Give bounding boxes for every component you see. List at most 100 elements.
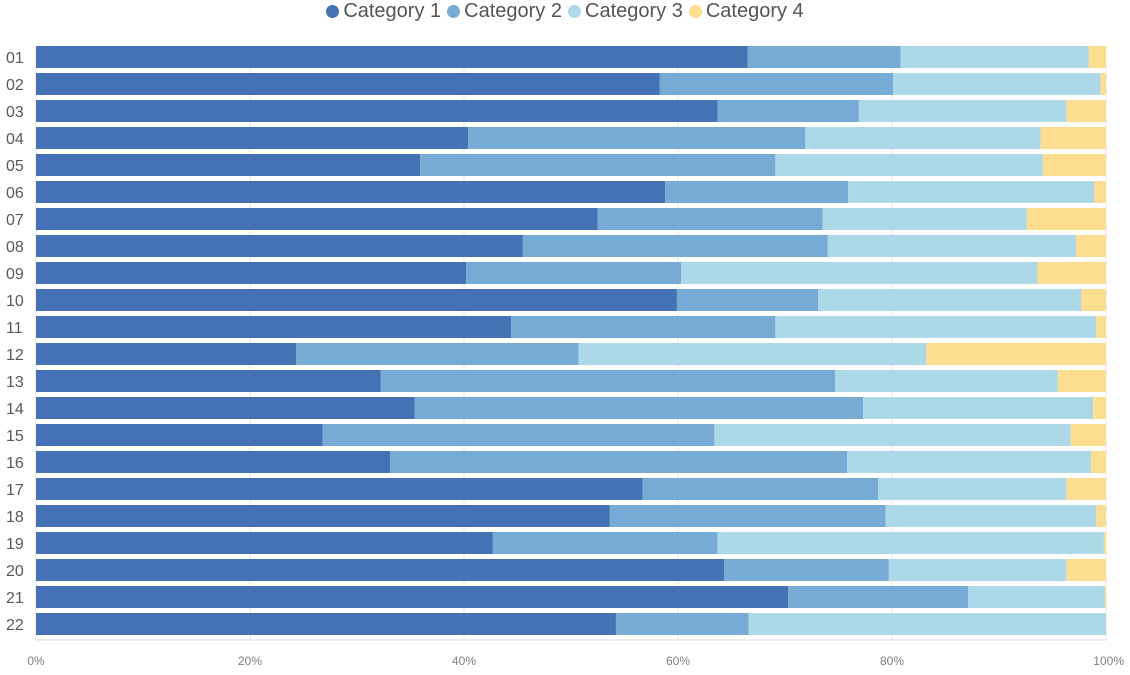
bar-segment[interactable] bbox=[835, 370, 1058, 392]
bar-segment[interactable] bbox=[492, 532, 718, 554]
bar-segment[interactable] bbox=[1042, 154, 1106, 176]
bar-segment[interactable] bbox=[822, 208, 1027, 230]
bar-segment[interactable] bbox=[858, 100, 1067, 122]
bar-segment[interactable] bbox=[1057, 370, 1106, 392]
bar-segment[interactable] bbox=[1076, 235, 1106, 257]
bar-segment[interactable] bbox=[893, 73, 1101, 95]
bar-segment[interactable] bbox=[578, 343, 927, 365]
bar-segment[interactable] bbox=[36, 478, 643, 500]
bar-segment[interactable] bbox=[967, 586, 1105, 608]
bar-segment[interactable] bbox=[878, 478, 1067, 500]
bar-segment[interactable] bbox=[1096, 505, 1106, 527]
x-tick-label: 80% bbox=[880, 654, 904, 668]
bar-segment[interactable] bbox=[1081, 289, 1106, 311]
bar-segment[interactable] bbox=[1096, 316, 1106, 338]
bar-segment[interactable] bbox=[380, 370, 836, 392]
bar-segment[interactable] bbox=[1040, 127, 1106, 149]
bar-segment[interactable] bbox=[747, 46, 901, 68]
y-tick-label: 01 bbox=[6, 50, 24, 67]
bar-segment[interactable] bbox=[36, 100, 718, 122]
bar-segment[interactable] bbox=[1104, 586, 1106, 608]
bar-segment[interactable] bbox=[1088, 46, 1106, 68]
bar-segment[interactable] bbox=[420, 154, 776, 176]
bar-segment[interactable] bbox=[775, 154, 1043, 176]
bar-segment[interactable] bbox=[1103, 532, 1106, 554]
bar-segment[interactable] bbox=[36, 559, 725, 581]
bar-segment[interactable] bbox=[665, 181, 849, 203]
bar-segment[interactable] bbox=[1037, 262, 1106, 284]
bar-segment[interactable] bbox=[36, 397, 415, 419]
bar-segment[interactable] bbox=[36, 343, 297, 365]
bar-segment[interactable] bbox=[615, 613, 749, 635]
bar-segment[interactable] bbox=[1094, 181, 1106, 203]
legend-label: Category 1 bbox=[343, 0, 442, 22]
bar-segment[interactable] bbox=[1066, 559, 1106, 581]
bar-segment[interactable] bbox=[681, 262, 1038, 284]
bar-segment[interactable] bbox=[659, 73, 894, 95]
x-tick-label: 0% bbox=[27, 654, 45, 668]
bar-segment[interactable] bbox=[296, 343, 579, 365]
y-tick-label: 07 bbox=[6, 212, 24, 229]
bar-segment[interactable] bbox=[748, 613, 1106, 635]
bar-segment[interactable] bbox=[1070, 424, 1106, 446]
bar-segment[interactable] bbox=[1066, 100, 1106, 122]
bar-segment[interactable] bbox=[609, 505, 886, 527]
bar-segment[interactable] bbox=[466, 262, 682, 284]
legend-item[interactable]: Category 1 bbox=[326, 0, 441, 23]
bar-segment[interactable] bbox=[36, 262, 467, 284]
bar-segment[interactable] bbox=[714, 424, 1071, 446]
y-tick-label: 13 bbox=[6, 374, 24, 391]
bar-segment[interactable] bbox=[36, 73, 660, 95]
bar-segment[interactable] bbox=[468, 127, 806, 149]
bar-segment[interactable] bbox=[36, 532, 493, 554]
bar-segment[interactable] bbox=[717, 100, 859, 122]
bar-segment[interactable] bbox=[36, 289, 677, 311]
bar-segment[interactable] bbox=[788, 586, 968, 608]
bar-segment[interactable] bbox=[36, 316, 512, 338]
bar-segment[interactable] bbox=[885, 505, 1097, 527]
bar-segment[interactable] bbox=[827, 235, 1077, 257]
bar-segment[interactable] bbox=[926, 343, 1106, 365]
bar-segment[interactable] bbox=[1026, 208, 1106, 230]
bar-segment[interactable] bbox=[717, 532, 1104, 554]
bar-segment[interactable] bbox=[775, 316, 1097, 338]
legend-item[interactable]: Category 2 bbox=[447, 0, 562, 23]
bar-segment[interactable] bbox=[597, 208, 823, 230]
bar-segment[interactable] bbox=[1093, 397, 1106, 419]
bar-segment[interactable] bbox=[36, 586, 789, 608]
bar-segment[interactable] bbox=[36, 127, 469, 149]
bar-segment[interactable] bbox=[390, 451, 848, 473]
y-tick-label: 17 bbox=[6, 482, 24, 499]
x-tick-label: 40% bbox=[452, 654, 476, 668]
bar-segment[interactable] bbox=[863, 397, 1094, 419]
bar-segment[interactable] bbox=[724, 559, 889, 581]
bar-segment[interactable] bbox=[414, 397, 864, 419]
bar-segment[interactable] bbox=[805, 127, 1041, 149]
bar-segment[interactable] bbox=[36, 505, 610, 527]
bar-segment[interactable] bbox=[888, 559, 1067, 581]
bar-segment[interactable] bbox=[36, 370, 381, 392]
bar-segment[interactable] bbox=[1066, 478, 1106, 500]
bar-segment[interactable] bbox=[676, 289, 819, 311]
bar-segment[interactable] bbox=[522, 235, 828, 257]
bar-segment[interactable] bbox=[642, 478, 879, 500]
bar-segment[interactable] bbox=[36, 208, 598, 230]
bar-segment[interactable] bbox=[818, 289, 1082, 311]
bar-segment[interactable] bbox=[36, 424, 323, 446]
bar-segment[interactable] bbox=[900, 46, 1089, 68]
bar-segment[interactable] bbox=[1091, 451, 1106, 473]
bar-segment[interactable] bbox=[322, 424, 715, 446]
bar-segment[interactable] bbox=[847, 451, 1092, 473]
bar-segment[interactable] bbox=[36, 181, 666, 203]
legend-item[interactable]: Category 3 bbox=[568, 0, 683, 23]
legend-item[interactable]: Category 4 bbox=[688, 0, 804, 23]
bar-segment[interactable] bbox=[36, 46, 748, 68]
bar-segment[interactable] bbox=[36, 154, 421, 176]
y-tick-label: 19 bbox=[6, 536, 24, 553]
bar-segment[interactable] bbox=[36, 451, 391, 473]
bar-segment[interactable] bbox=[511, 316, 776, 338]
bar-segment[interactable] bbox=[1100, 73, 1106, 95]
bar-segment[interactable] bbox=[848, 181, 1095, 203]
bar-segment[interactable] bbox=[36, 613, 616, 635]
bar-segment[interactable] bbox=[36, 235, 523, 257]
